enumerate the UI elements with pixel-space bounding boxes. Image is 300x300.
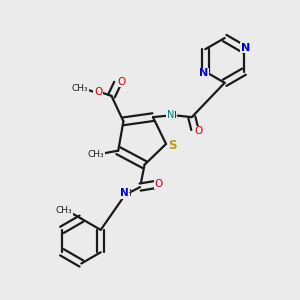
Text: N: N (241, 43, 250, 53)
Text: S: S (168, 139, 177, 152)
Text: O: O (118, 77, 126, 87)
Text: CH₃: CH₃ (72, 84, 88, 93)
Text: H: H (124, 189, 130, 198)
Text: O: O (154, 179, 163, 189)
Text: O: O (194, 127, 202, 136)
Text: CH₃: CH₃ (56, 206, 72, 215)
Text: N: N (120, 188, 129, 198)
Text: H: H (169, 111, 176, 120)
Text: N: N (167, 110, 174, 120)
Text: O: O (94, 87, 102, 97)
Text: N: N (199, 68, 208, 78)
Text: CH₃: CH₃ (88, 150, 104, 159)
